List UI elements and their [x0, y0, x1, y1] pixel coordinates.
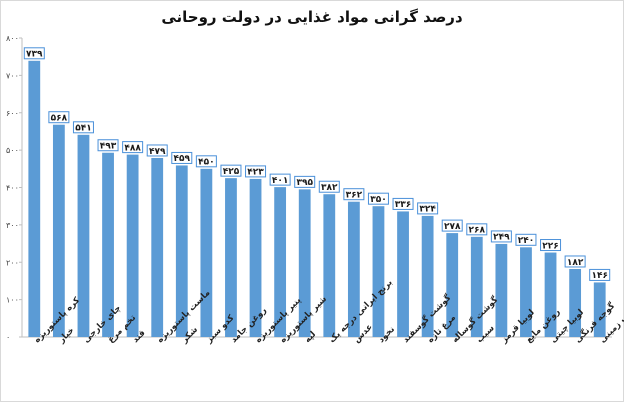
y-tick-label: ۱۰۰: [6, 296, 19, 305]
bar: [102, 152, 114, 337]
bar: [225, 178, 237, 337]
bar: [298, 189, 311, 337]
data-label: ۴۸۸: [124, 143, 141, 153]
data-label: ۴۲۵: [223, 167, 240, 177]
data-label: ۴۵۰: [198, 158, 214, 168]
data-label-box: [540, 239, 562, 252]
data-label: ۴۰۱: [272, 176, 288, 186]
data-label-box: [195, 155, 217, 168]
data-label-box: [97, 139, 119, 152]
data-label-box: [490, 230, 512, 243]
bar: [52, 124, 65, 338]
bar: [200, 168, 213, 337]
data-label-box: [122, 141, 144, 154]
data-label-box: [441, 219, 463, 232]
y-tick-label: ۲۰۰: [6, 258, 19, 267]
y-tick-label: ۷۰۰: [6, 71, 19, 80]
bar: [520, 247, 532, 337]
data-label-box: [343, 188, 365, 201]
bar: [323, 194, 336, 337]
data-label-box: [294, 175, 316, 188]
bar: [446, 233, 459, 337]
data-label: ۳۳۶: [395, 200, 411, 210]
bar: [28, 60, 41, 338]
chart-title: درصد گرانی مواد غذایی در دولت روحانی: [161, 8, 463, 26]
bar: [274, 187, 287, 337]
data-label: ۳۶۲: [346, 191, 363, 201]
bar: [495, 243, 508, 337]
bar: [544, 252, 557, 337]
data-label-box: [367, 192, 389, 205]
data-label-box: [269, 173, 291, 186]
data-label: ۲۴۰: [518, 236, 534, 246]
bar: [77, 134, 90, 337]
data-label: ۴۵۹: [174, 154, 191, 164]
data-label: ۷۳۹: [26, 50, 43, 60]
data-label: ۲۷۸: [444, 222, 461, 232]
data-label: ۲۶۸: [469, 226, 486, 236]
bar: [175, 165, 188, 337]
data-label-box: [72, 121, 94, 134]
data-label: ۲۴۹: [493, 233, 510, 243]
data-label: ۱۴۶: [591, 271, 607, 281]
data-label-box: [564, 255, 586, 268]
y-tick-label: ۸۰۰: [6, 34, 19, 43]
data-label-box: [23, 47, 45, 60]
data-label-box: [392, 197, 414, 210]
y-tick-label: ۰: [6, 333, 10, 342]
data-label-box: [515, 233, 537, 246]
data-label-box: [589, 268, 611, 281]
data-label-box: [171, 151, 193, 164]
bar: [397, 211, 409, 337]
bar: [347, 201, 360, 337]
data-label-box: [466, 223, 488, 236]
data-label-box: [417, 202, 439, 215]
data-label-box: [220, 164, 242, 177]
data-label: ۵۶۸: [51, 114, 68, 124]
bar: [126, 154, 139, 337]
bar: [470, 236, 483, 337]
data-label-box: [48, 111, 70, 124]
data-label: ۳۸۲: [321, 183, 338, 193]
data-labels: ۷۳۹ ۵۶۸ ۵۴۱ ۴۹۳ ۴۸۸ ۴۷۹ ۴۵۹ ۴۵۰ ۴۲۵ ۴۲۳ ۴۰۱ ۳۹۵ ۳۸۲ ۳…: [23, 47, 611, 281]
data-label: ۴۲۳: [247, 168, 264, 178]
data-label-box: [146, 144, 168, 157]
data-label: ۱۸۲: [567, 258, 584, 268]
data-label-box: [318, 180, 340, 193]
bars: [28, 60, 606, 338]
bar: [421, 215, 434, 337]
bar: [151, 157, 164, 337]
data-label: ۳۹۵: [296, 178, 313, 188]
data-label: ۳۵۰: [370, 195, 386, 205]
data-label-box: [245, 165, 267, 178]
data-label: ۵۴۱: [75, 124, 91, 134]
data-label: ۴۷۹: [149, 147, 166, 157]
data-label: ۳۲۴: [419, 205, 436, 215]
bar: [372, 206, 385, 337]
bar: [569, 268, 582, 337]
y-tick-label: ۳۰۰: [6, 221, 19, 230]
y-tick-label: ۵۰۰: [6, 146, 19, 155]
y-axis: ۰ ۱۰۰ ۲۰۰ ۳۰۰ ۴۰۰ ۵۰۰ ۶۰۰ ۷۰۰ ۸۰۰: [6, 34, 612, 342]
bar: [593, 282, 606, 337]
bar: [249, 178, 262, 337]
y-tick-label: ۴۰۰: [6, 184, 19, 193]
y-tick-label: ۶۰۰: [6, 109, 19, 118]
data-label: ۴۹۳: [100, 142, 117, 152]
data-label: ۲۲۶: [542, 241, 558, 251]
